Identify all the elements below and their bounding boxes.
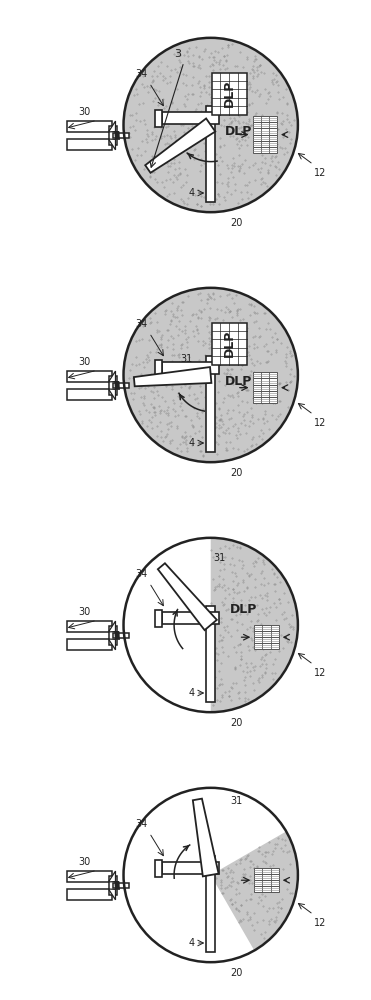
Text: 3: 3 <box>174 49 181 59</box>
Text: 20: 20 <box>231 968 243 978</box>
Text: 20: 20 <box>231 718 243 728</box>
Bar <box>108 626 117 645</box>
Text: 34: 34 <box>135 819 147 829</box>
Text: 30: 30 <box>78 857 91 867</box>
Bar <box>206 606 216 702</box>
Bar <box>155 360 162 377</box>
Bar <box>162 362 219 374</box>
Bar <box>67 621 112 632</box>
Bar <box>155 110 162 127</box>
Bar <box>212 323 247 365</box>
Bar <box>254 880 279 886</box>
Text: 12: 12 <box>313 918 326 928</box>
Text: 31: 31 <box>213 553 226 563</box>
Bar <box>162 612 219 624</box>
Bar <box>113 883 129 888</box>
Text: DLP: DLP <box>225 125 252 138</box>
Bar <box>253 378 277 385</box>
Bar <box>254 631 279 637</box>
Bar <box>253 391 277 397</box>
Bar <box>67 639 112 650</box>
Bar <box>155 610 162 627</box>
Bar <box>67 871 112 882</box>
Polygon shape <box>158 563 217 630</box>
Wedge shape <box>211 832 297 950</box>
Text: 31: 31 <box>230 796 242 806</box>
Bar <box>253 141 277 147</box>
Text: 34: 34 <box>135 69 147 79</box>
Text: DLP: DLP <box>230 603 257 616</box>
Text: DLP: DLP <box>223 80 236 107</box>
Text: 34: 34 <box>135 319 147 329</box>
Bar <box>253 122 277 128</box>
Text: 4: 4 <box>188 688 195 698</box>
Bar <box>254 886 279 892</box>
Text: DLP: DLP <box>225 375 252 388</box>
Bar <box>108 376 117 395</box>
Polygon shape <box>108 889 115 900</box>
Text: 30: 30 <box>78 357 91 367</box>
Bar <box>206 356 216 452</box>
Text: 20: 20 <box>231 218 243 228</box>
Bar <box>253 147 277 153</box>
Bar <box>253 135 277 141</box>
Wedge shape <box>124 39 297 211</box>
Bar <box>113 133 129 138</box>
Bar <box>254 643 279 649</box>
Text: 30: 30 <box>78 607 91 617</box>
Bar <box>67 389 112 400</box>
Bar <box>113 383 129 388</box>
Polygon shape <box>108 389 115 400</box>
Bar <box>253 116 277 122</box>
Wedge shape <box>211 539 297 711</box>
Bar <box>206 106 216 202</box>
Text: 12: 12 <box>313 418 326 428</box>
Polygon shape <box>193 799 219 876</box>
Bar <box>253 128 277 135</box>
Polygon shape <box>108 639 115 650</box>
Text: DLP: DLP <box>223 330 236 357</box>
Text: 31: 31 <box>180 354 193 364</box>
Bar <box>254 868 279 874</box>
Bar <box>67 139 112 150</box>
Polygon shape <box>108 139 115 150</box>
Text: 4: 4 <box>188 938 195 948</box>
Bar <box>254 625 279 631</box>
Text: 30: 30 <box>78 107 91 117</box>
Text: 4: 4 <box>188 438 195 448</box>
Bar <box>212 73 247 115</box>
Bar <box>67 121 112 132</box>
Text: 4: 4 <box>188 188 195 198</box>
Bar <box>254 874 279 880</box>
Bar <box>108 126 117 145</box>
Polygon shape <box>134 367 211 386</box>
Text: 34: 34 <box>135 569 147 579</box>
Bar <box>254 637 279 643</box>
Bar <box>253 385 277 391</box>
Bar <box>67 371 112 382</box>
Bar <box>155 860 162 877</box>
Bar <box>206 856 216 952</box>
Wedge shape <box>124 289 297 461</box>
Polygon shape <box>108 371 115 382</box>
Text: 12: 12 <box>313 668 326 678</box>
Text: 12: 12 <box>313 168 326 178</box>
Polygon shape <box>108 621 115 632</box>
Bar <box>67 889 112 900</box>
Bar <box>162 112 219 124</box>
Text: 20: 20 <box>231 468 243 478</box>
Polygon shape <box>108 121 115 132</box>
Polygon shape <box>108 871 115 882</box>
Bar <box>162 862 219 874</box>
Bar <box>253 372 277 378</box>
Bar <box>108 876 117 895</box>
Bar <box>253 397 277 403</box>
Bar <box>113 633 129 638</box>
Polygon shape <box>145 118 215 173</box>
